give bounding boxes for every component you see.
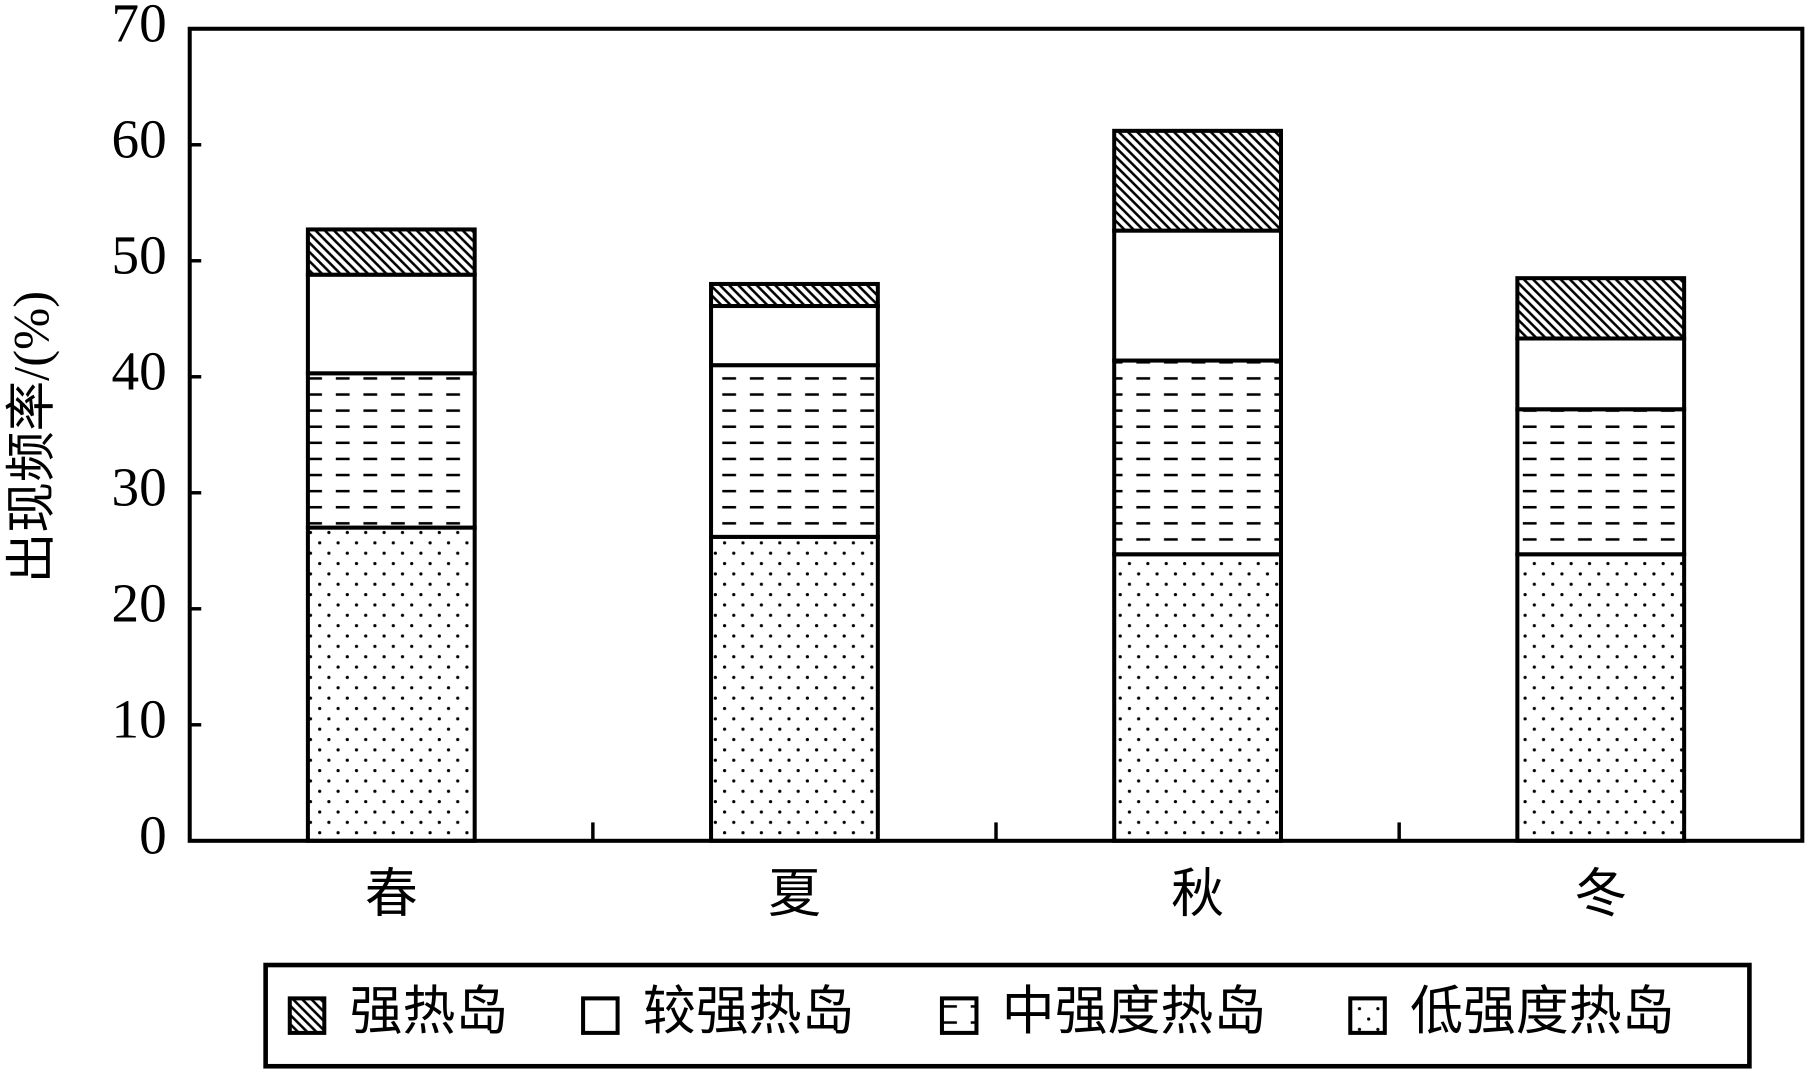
y-tick-label: 50 bbox=[112, 224, 167, 285]
y-tick-label: 70 bbox=[112, 0, 167, 53]
legend-swatch bbox=[1348, 996, 1387, 1035]
y-tick-label: 0 bbox=[139, 804, 167, 865]
bar-segment bbox=[1112, 358, 1283, 557]
bar-segment bbox=[305, 227, 477, 277]
plot-frame bbox=[187, 26, 1805, 843]
y-tick-label: 40 bbox=[112, 340, 167, 401]
legend-swatch bbox=[581, 996, 620, 1035]
x-tick-label: 冬 bbox=[1574, 866, 1627, 924]
x-tick-label: 夏 bbox=[768, 866, 821, 924]
bar-segment bbox=[1515, 552, 1687, 843]
x-tick-label: 春 bbox=[365, 866, 418, 924]
bar-segment bbox=[1515, 407, 1687, 557]
legend-swatch bbox=[287, 996, 327, 1035]
x-tick-label: 秋 bbox=[1171, 866, 1224, 924]
bar-segment bbox=[1515, 336, 1687, 412]
legend-label: 低强度热岛 bbox=[1410, 983, 1674, 1041]
legend-swatch bbox=[939, 996, 979, 1035]
bar-segment bbox=[305, 525, 477, 843]
bar-segment bbox=[709, 304, 880, 368]
legend-label: 较强热岛 bbox=[643, 983, 855, 1041]
y-tick-label: 20 bbox=[112, 572, 167, 633]
bar-segment bbox=[305, 272, 477, 376]
bar-segment bbox=[1112, 228, 1283, 363]
bar-segment bbox=[709, 363, 880, 539]
legend-label: 强热岛 bbox=[350, 983, 509, 1041]
legend-box bbox=[263, 962, 1752, 1069]
y-tick-label: 10 bbox=[112, 688, 167, 749]
y-tick-label: 60 bbox=[112, 108, 167, 169]
bar-segment bbox=[1515, 276, 1687, 341]
y-tick-label: 30 bbox=[112, 456, 167, 517]
bar-segment bbox=[709, 281, 880, 309]
bar-segment bbox=[305, 371, 477, 530]
y-axis-label: 出现频率/(%) bbox=[3, 291, 59, 583]
bar-segment bbox=[1112, 128, 1283, 233]
legend-label: 中强度热岛 bbox=[1002, 983, 1266, 1041]
bar-segment bbox=[1112, 552, 1283, 843]
bar-segment bbox=[709, 534, 880, 843]
